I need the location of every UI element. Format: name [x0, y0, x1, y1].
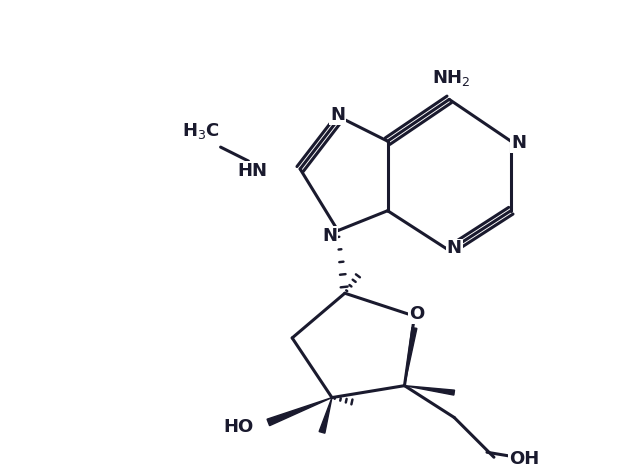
Polygon shape [319, 398, 332, 433]
Text: N: N [447, 240, 461, 258]
Polygon shape [404, 328, 417, 386]
Text: HO: HO [223, 418, 253, 437]
Text: HN: HN [237, 162, 268, 180]
Text: O: O [409, 305, 424, 323]
Text: N: N [511, 134, 526, 152]
Text: N: N [330, 106, 346, 124]
Text: NH$_2$: NH$_2$ [432, 68, 470, 87]
Polygon shape [267, 398, 332, 426]
Text: OH: OH [509, 450, 539, 468]
Polygon shape [404, 386, 454, 395]
Text: H$_3$C: H$_3$C [182, 121, 220, 141]
Text: N: N [323, 227, 337, 244]
